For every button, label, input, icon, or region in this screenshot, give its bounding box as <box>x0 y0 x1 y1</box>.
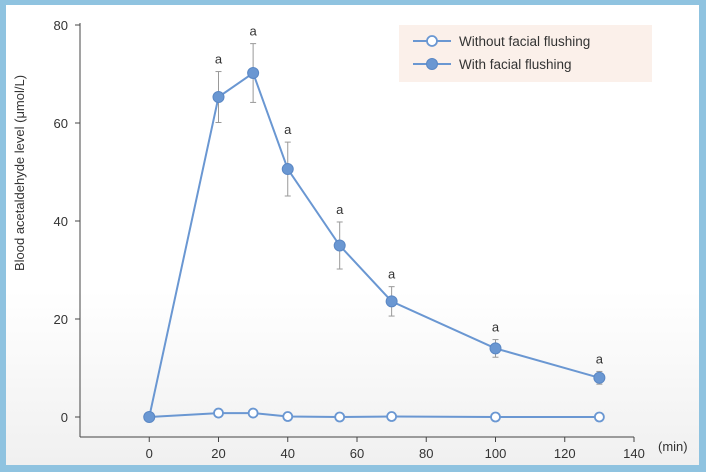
data-point <box>593 371 606 384</box>
x-tick-label: 0 <box>146 446 153 461</box>
y-tick-label: 60 <box>54 116 68 131</box>
line-chart: 0 20 40 60 80 0 20 40 60 80 100 120 140 Blood aceta… <box>12 18 688 461</box>
significance-label: a <box>284 122 292 137</box>
data-point <box>247 407 259 419</box>
legend-box <box>399 25 652 82</box>
legend-item-with-flushing: With facial flushing <box>413 57 572 72</box>
y-axis-title: Blood acetaldehyde level (μmol/L) <box>12 75 27 271</box>
y-tick-label: 20 <box>54 312 68 327</box>
legend-label-without-flushing: Without facial flushing <box>459 34 590 49</box>
significance-label: a <box>596 351 604 366</box>
significance-label: a <box>492 320 500 335</box>
axes <box>79 23 634 438</box>
x-tick-label: 80 <box>419 446 433 461</box>
legend: Without facial flushing With facial flus… <box>399 25 652 82</box>
legend-open-marker-icon <box>426 35 438 47</box>
data-point <box>247 67 260 80</box>
data-point <box>490 411 501 423</box>
chart-panel: 0 20 40 60 80 0 20 40 60 80 100 120 140 Blood aceta… <box>6 5 699 465</box>
x-ticks: 0 20 40 60 80 100 120 140 <box>146 437 645 461</box>
legend-item-without-flushing: Without facial flushing <box>413 34 590 49</box>
series-line <box>149 412 600 419</box>
data-point <box>213 407 224 419</box>
significance-label: a <box>336 202 344 217</box>
data-point <box>386 411 398 422</box>
data-point <box>334 411 346 423</box>
legend-filled-marker-icon <box>426 58 438 70</box>
series-layer: a a a a a a a <box>143 24 606 423</box>
data-point <box>143 411 156 423</box>
y-tick-label: 80 <box>54 18 68 33</box>
data-point <box>282 411 294 422</box>
legend-label-with-flushing: With facial flushing <box>459 57 572 72</box>
x-tick-label: 140 <box>623 446 645 461</box>
y-ticks: 0 20 40 60 80 <box>54 18 80 425</box>
series-with-flushing: a a a a a a a <box>143 24 606 423</box>
x-tick-label: 60 <box>350 446 364 461</box>
data-point <box>281 163 294 176</box>
x-tick-label: 20 <box>211 446 225 461</box>
data-point <box>489 342 502 355</box>
significance-label: a <box>388 267 396 282</box>
data-point <box>593 411 605 423</box>
y-tick-label: 0 <box>61 410 68 425</box>
data-point <box>385 295 398 308</box>
y-tick-label: 40 <box>54 214 68 229</box>
series-without-flushing <box>143 407 605 423</box>
series-line <box>148 71 600 418</box>
x-axis-title: (min) <box>658 439 688 454</box>
significance-label: a <box>215 52 223 67</box>
data-point <box>212 91 225 104</box>
x-tick-label: 100 <box>485 446 507 461</box>
significance-label: a <box>250 24 258 39</box>
x-tick-label: 120 <box>554 446 576 461</box>
data-point <box>333 239 346 252</box>
x-tick-label: 40 <box>281 446 295 461</box>
